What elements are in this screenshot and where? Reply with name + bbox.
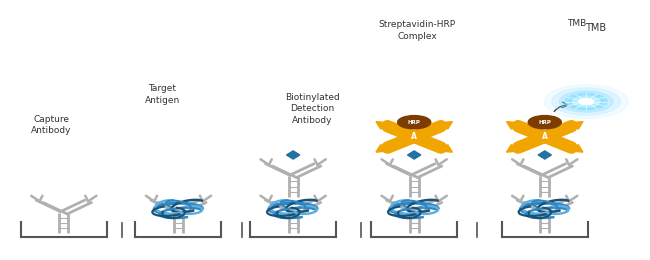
Text: Target
Antigen: Target Antigen [145,84,180,105]
Circle shape [544,85,628,118]
Polygon shape [565,145,583,152]
Circle shape [528,116,562,129]
Polygon shape [506,122,525,129]
Text: Biotinylated
Detection
Antibody: Biotinylated Detection Antibody [285,93,340,125]
Text: HRP: HRP [408,120,421,125]
Text: HRP: HRP [538,120,551,125]
Text: Capture
Antibody: Capture Antibody [31,115,72,135]
Circle shape [578,99,594,105]
Polygon shape [408,151,421,159]
Text: TMB: TMB [567,19,586,28]
Text: A: A [542,132,548,141]
Circle shape [560,91,613,112]
Polygon shape [434,122,452,129]
Polygon shape [376,122,395,129]
Polygon shape [565,122,583,129]
Polygon shape [506,145,525,152]
Polygon shape [434,145,452,152]
Circle shape [570,95,603,108]
Text: Streptavidin-HRP
Complex: Streptavidin-HRP Complex [379,20,456,41]
Text: A: A [411,132,417,141]
Polygon shape [538,151,551,159]
Circle shape [572,96,600,107]
Polygon shape [287,151,300,159]
Text: TMB: TMB [585,23,606,33]
Polygon shape [376,145,395,152]
Circle shape [398,116,431,129]
Circle shape [552,88,621,115]
Circle shape [565,93,607,110]
